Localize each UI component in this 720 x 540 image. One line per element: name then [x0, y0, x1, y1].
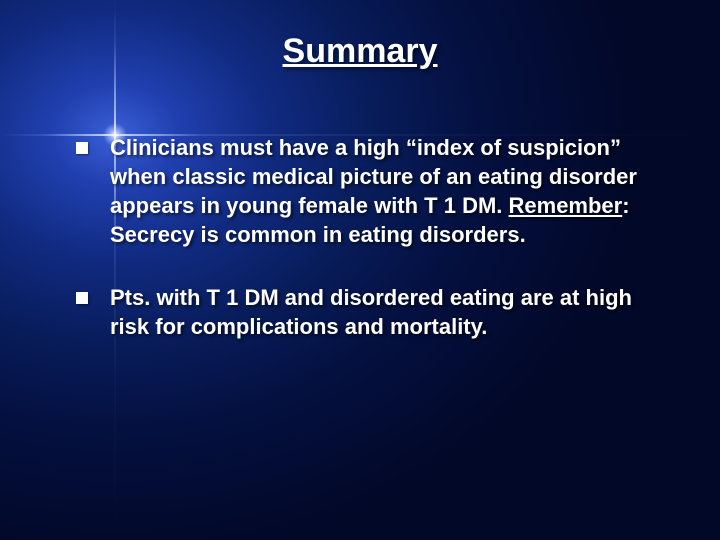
bullet-item: Clinicians must have a high “index of su…: [76, 133, 664, 249]
bullet-marker-icon: [76, 292, 88, 304]
bullet-item: Pts. with T 1 DM and disordered eating a…: [76, 283, 664, 341]
bullet-text-pre: Pts. with T 1 DM and disordered eating a…: [110, 285, 632, 339]
bullet-text-underlined: Remember: [509, 193, 623, 218]
slide: Summary Clinicians must have a high “ind…: [0, 0, 720, 540]
slide-content: Clinicians must have a high “index of su…: [56, 133, 664, 341]
bullet-text: Clinicians must have a high “index of su…: [110, 133, 664, 249]
slide-title: Summary: [56, 32, 664, 71]
bullet-marker-icon: [76, 142, 88, 154]
bullet-text: Pts. with T 1 DM and disordered eating a…: [110, 283, 664, 341]
